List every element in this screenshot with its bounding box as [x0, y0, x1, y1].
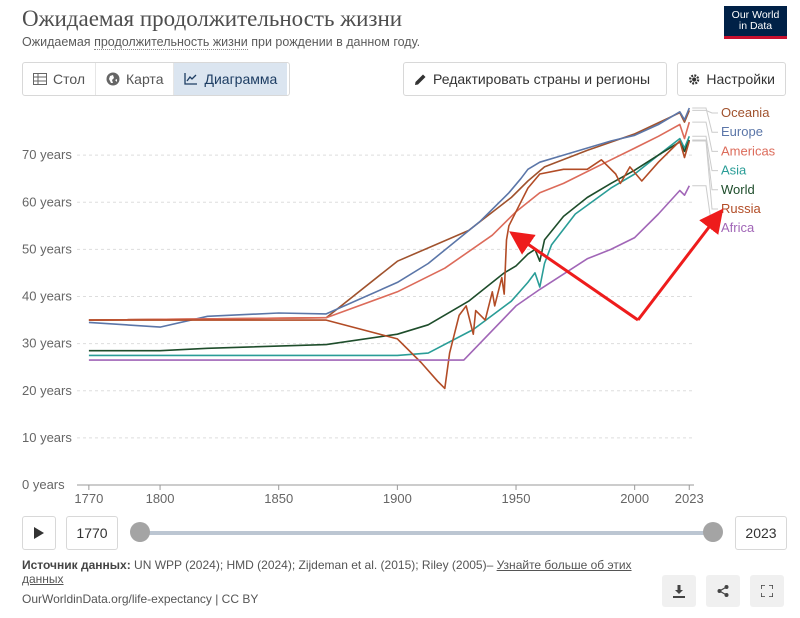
- legend-connector: [692, 135, 718, 172]
- tab-chart-label: Диаграмма: [204, 71, 278, 87]
- line-chart-icon: [184, 73, 198, 85]
- legend-connector: [692, 109, 718, 114]
- settings-label: Настройки: [706, 71, 775, 87]
- owid-logo[interactable]: Our World in Data: [724, 6, 787, 39]
- y-tick-label: 60 years: [22, 194, 72, 209]
- learn-more-link[interactable]: Узнайте больше об этих данных: [22, 558, 632, 586]
- series-line-asia: [88, 135, 691, 357]
- timeline-end-handle[interactable]: [703, 522, 723, 542]
- share-icon: [717, 585, 729, 597]
- download-button[interactable]: [662, 575, 696, 607]
- legend-label-asia: Asia: [721, 163, 747, 178]
- timeline-end-year[interactable]: 2023: [735, 516, 787, 550]
- series-line-americas: [88, 121, 691, 321]
- logo-line-1: Our World: [731, 9, 780, 21]
- edit-countries-button[interactable]: Редактировать страны и регионы: [403, 62, 667, 96]
- subtitle-suffix: при рождении в данном году.: [247, 35, 421, 49]
- source-url[interactable]: OurWorldinData.org/life-expectancy | CC …: [22, 592, 259, 606]
- table-icon: [33, 73, 47, 85]
- y-tick-label: 0 years: [22, 477, 65, 492]
- gear-icon: [689, 73, 700, 85]
- logo-line-2: in Data: [738, 20, 773, 32]
- play-button[interactable]: [22, 516, 56, 550]
- x-tick-label: 1850: [264, 491, 293, 506]
- y-tick-label: 30 years: [22, 336, 72, 351]
- tab-table-label: Стол: [53, 71, 86, 87]
- x-tick-label: 2023: [675, 491, 704, 506]
- timeline-start-handle[interactable]: [130, 522, 150, 542]
- y-tick-label: 70 years: [22, 147, 72, 162]
- legend-label-africa: Africa: [721, 220, 755, 235]
- y-tick-label: 10 years: [22, 430, 72, 445]
- y-tick-label: 40 years: [22, 289, 72, 304]
- x-tick-label: 1800: [146, 491, 175, 506]
- legend-label-europe: Europe: [721, 124, 763, 139]
- view-tabs: Стол Карта Диаграмма: [22, 62, 290, 96]
- series-line-africa: [88, 185, 691, 361]
- subtitle-link[interactable]: продолжительность жизни: [94, 35, 248, 50]
- legend-connector: [692, 139, 718, 191]
- fullscreen-icon: [761, 585, 773, 597]
- tab-map-label: Карта: [126, 71, 164, 87]
- legend-label-world: World: [721, 182, 755, 197]
- timeline-track[interactable]: [140, 531, 713, 535]
- x-tick-label: 1950: [502, 491, 531, 506]
- source-note: Источник данных: UN WPP (2024); HMD (202…: [22, 558, 662, 586]
- subtitle-prefix: Ожидаемая: [22, 35, 95, 49]
- legend-label-russia: Russia: [721, 201, 762, 216]
- edit-countries-label: Редактировать страны и регионы: [433, 71, 651, 87]
- source-label: Источник данных:: [22, 558, 131, 572]
- download-icon: [673, 584, 685, 598]
- annotation-arrow-to-legend: [636, 208, 724, 321]
- share-button[interactable]: [706, 575, 740, 607]
- tab-chart[interactable]: Диаграмма: [174, 63, 288, 95]
- line-chart: 0 years 10 years 20 years 30 years 40 years 5…: [22, 105, 776, 506]
- series-line-europe: [88, 107, 691, 328]
- chart-title: Ожидаемая продолжительность жизни: [22, 6, 403, 31]
- legend-label-oceania: Oceania: [721, 105, 770, 120]
- series-line-russia: [88, 140, 691, 390]
- tab-map[interactable]: Карта: [96, 63, 175, 95]
- legend-connector: [692, 121, 718, 152]
- source-text: UN WPP (2024); HMD (2024); Zijdeman et a…: [130, 558, 497, 572]
- settings-button[interactable]: Настройки: [677, 62, 786, 96]
- fullscreen-button[interactable]: [750, 575, 784, 607]
- x-tick-label: 1770: [74, 491, 103, 506]
- legend-connector: [692, 107, 718, 133]
- x-tick-label: 2000: [620, 491, 649, 506]
- series-line-oceania: [88, 110, 691, 321]
- pencil-icon: [415, 74, 426, 85]
- globe-icon: [106, 72, 120, 86]
- play-icon: [34, 527, 44, 539]
- y-tick-label: 50 years: [22, 241, 72, 256]
- chart-subtitle: Ожидаемая продолжительность жизни при ро…: [22, 35, 421, 50]
- timeline-start-year[interactable]: 1770: [66, 516, 118, 550]
- annotation-arrow-to-chart: [509, 231, 639, 322]
- tab-table[interactable]: Стол: [23, 63, 97, 95]
- x-tick-label: 1900: [383, 491, 412, 506]
- legend-label-americas: Americas: [721, 143, 776, 158]
- y-tick-label: 20 years: [22, 383, 72, 398]
